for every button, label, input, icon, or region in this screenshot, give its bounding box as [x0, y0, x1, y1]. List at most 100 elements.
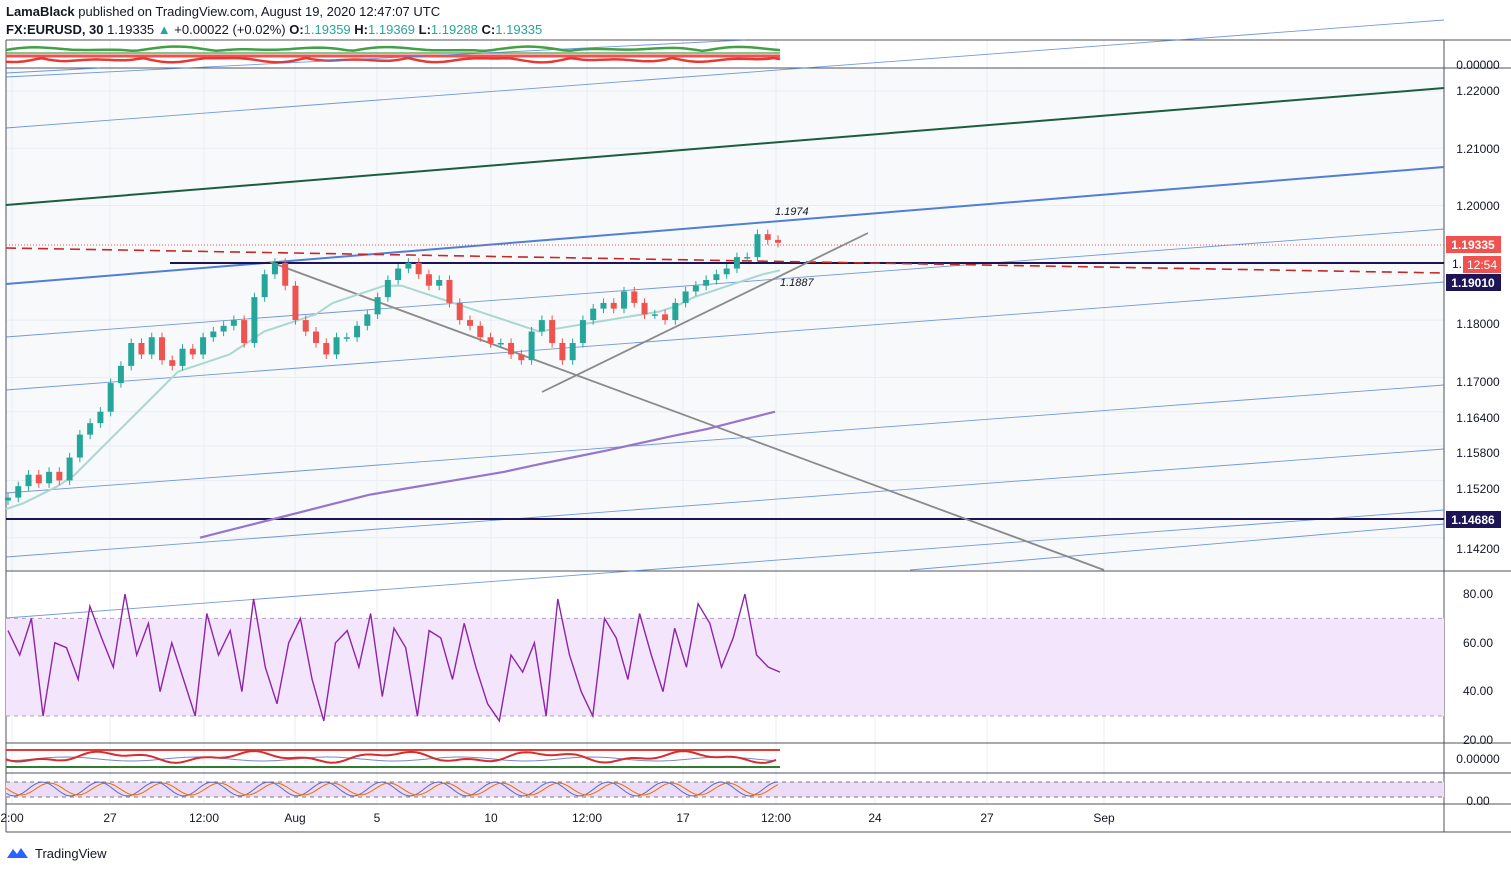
rsi-band	[6, 618, 1444, 716]
candle-body	[528, 331, 535, 361]
candle-body	[723, 268, 730, 275]
candle-body	[138, 342, 145, 355]
time-axis-tick: 17	[676, 811, 690, 825]
change-arrow-icon: ▲	[157, 22, 171, 37]
time-axis-tick: 12:00	[572, 811, 602, 825]
candle-body	[159, 337, 165, 361]
candle-body	[25, 474, 32, 487]
channel-line	[5, 384, 1445, 494]
time-axis-tick: 24	[868, 811, 882, 825]
countdown-badge-text: 12:54	[1467, 258, 1497, 272]
annotation-low: 1.1887	[780, 277, 815, 289]
candle-body	[354, 325, 361, 338]
candle-body	[261, 274, 268, 298]
candle-body	[97, 411, 104, 424]
candle-body	[703, 279, 710, 286]
candle-body	[251, 297, 258, 343]
candle-body	[107, 383, 114, 412]
candle-body	[518, 354, 525, 361]
candle-body	[436, 279, 443, 286]
candle-body	[641, 302, 648, 315]
candle-body	[87, 423, 94, 435]
candle-body	[764, 234, 771, 240]
candle-body	[271, 262, 278, 275]
price-axis-tick: 1.21000	[1456, 142, 1500, 156]
osc2-axis-tick: 0.00	[1466, 794, 1490, 808]
candle-body	[415, 262, 422, 275]
tradingview-logo-icon	[7, 848, 28, 858]
candle-body	[579, 320, 586, 343]
candle-body	[651, 314, 658, 316]
price-axis-tick: 1.18000	[1456, 317, 1500, 331]
candle-body	[302, 320, 309, 332]
publish-info: LamaBlack published on TradingView.com, …	[6, 4, 440, 19]
candle-body	[343, 337, 350, 339]
candle-body	[559, 342, 566, 361]
candle-body	[374, 297, 381, 315]
candle-body	[46, 471, 53, 484]
rsi-line	[7, 593, 781, 723]
time-axis-tick: Sep	[1093, 811, 1115, 825]
time-axis-tick: 2:00	[0, 811, 24, 825]
top-indicator-green-line	[5, 45, 781, 53]
price-axis-tick: 1.14200	[1456, 542, 1500, 556]
candle-body	[621, 291, 627, 309]
osc1-main-line	[5, 750, 777, 764]
candle-body	[76, 434, 83, 458]
candle-body	[169, 360, 176, 366]
footer-brand[interactable]: TradingView	[6, 843, 107, 863]
brand-name: TradingView	[35, 845, 107, 861]
level-badge-1-text: 1.19010	[1451, 276, 1495, 290]
candle-body	[117, 365, 124, 384]
price-axis-tick: 1.15200	[1456, 482, 1500, 496]
candle-body	[672, 302, 679, 321]
symbol-label[interactable]: FX:EURUSD, 30	[6, 22, 104, 37]
osc2-band	[6, 782, 1444, 797]
open-label: O:	[289, 22, 304, 37]
price-axis-tick: 1.22000	[1456, 84, 1500, 98]
candle-body	[323, 342, 330, 355]
level-badge-1	[1446, 274, 1501, 291]
top-indicator-axis-label: 0.00000	[1456, 58, 1500, 72]
candle-body	[395, 268, 402, 280]
candle-body	[610, 302, 617, 309]
osc2-k-line	[5, 781, 779, 797]
candle-body	[189, 348, 196, 355]
candle-body	[713, 274, 720, 280]
high-value: 1.19369	[368, 22, 416, 37]
osc1-axis-tick: 0.00000	[1456, 752, 1500, 766]
open-value: 1.19359	[303, 22, 351, 37]
publish-text: published on TradingView.com, August 19,…	[78, 4, 441, 19]
candle-body	[179, 348, 186, 366]
rsi-axis-tick: 20.00	[1463, 733, 1493, 747]
candle-body	[282, 262, 289, 286]
rsi-axis-tick: 40.00	[1463, 684, 1493, 698]
price-axis-tick: 1.17000	[1456, 375, 1500, 389]
time-axis-tick: 10	[484, 811, 498, 825]
last-price: 1.19335	[107, 22, 155, 37]
candle-body	[200, 337, 207, 355]
author-name[interactable]: LamaBlack	[6, 4, 75, 19]
symbol-ohlc: FX:EURUSD, 30 1.19335 ▲ +0.00022 (+0.02%…	[6, 22, 542, 37]
candle-body	[384, 279, 391, 298]
candle-body	[425, 274, 432, 286]
candle-body	[600, 302, 607, 309]
candle-body	[497, 342, 504, 345]
candle-body	[662, 314, 669, 321]
descending-trend-line	[269, 261, 1105, 571]
last-price-badge-text: 1.19335	[1451, 238, 1495, 252]
candle-body	[15, 486, 22, 498]
annotation-high: 1.1974	[775, 206, 809, 218]
price-change: +0.00022 (+0.02%)	[174, 22, 286, 37]
candle-body	[754, 234, 761, 258]
candle-body	[744, 257, 751, 259]
channel-top-line	[5, 166, 1445, 285]
osc2-d-line	[5, 782, 779, 796]
candle-body	[56, 471, 63, 481]
candle-body	[538, 320, 545, 332]
candle-body	[508, 342, 515, 355]
chart-header: LamaBlack published on TradingView.com, …	[0, 0, 1511, 40]
close-value: 1.19335	[495, 22, 543, 37]
channel-line	[5, 228, 1445, 338]
